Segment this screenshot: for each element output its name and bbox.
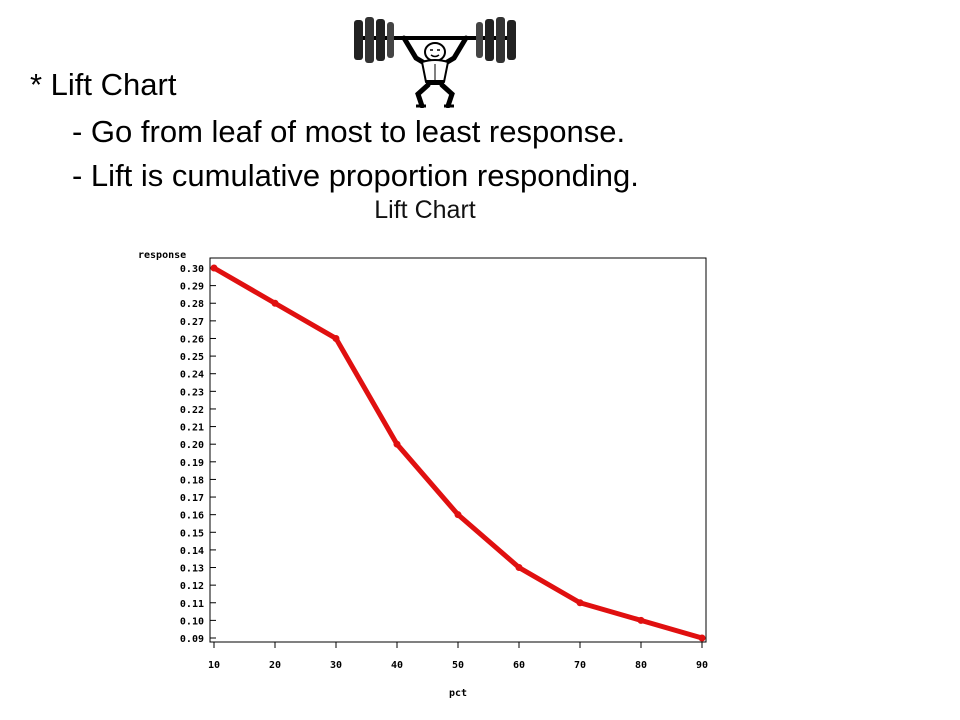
- x-tick-label: 20: [269, 660, 281, 671]
- data-point: [637, 616, 645, 624]
- bullet-point-lift-definition: - Lift is cumulative proportion respondi…: [72, 158, 639, 193]
- y-tick-label: 0.11: [180, 599, 204, 610]
- data-point: [210, 264, 218, 272]
- y-tick-label: 0.20: [180, 440, 204, 451]
- y-tick-label: 0.14: [180, 546, 204, 557]
- x-tick-label: 80: [635, 660, 647, 671]
- x-tick-label: 30: [330, 660, 342, 671]
- y-tick-label: 0.13: [180, 564, 204, 575]
- y-tick-label: 0.15: [180, 528, 204, 539]
- x-tick-label: 70: [574, 660, 586, 671]
- y-tick-label: 0.17: [180, 493, 204, 504]
- y-tick-label: 0.27: [180, 317, 204, 328]
- x-tick-label: 90: [696, 660, 708, 671]
- bullet-point-leaf-order: - Go from leaf of most to least response…: [72, 114, 626, 149]
- series-line: [211, 265, 705, 641]
- y-tick-label: 0.09: [180, 634, 204, 645]
- y-tick-label: 0.19: [180, 458, 204, 469]
- y-tick-label: 0.23: [180, 387, 204, 398]
- y-tick-label: 0.18: [180, 475, 204, 486]
- x-tick-label: 10: [208, 660, 220, 671]
- y-tick-label: 0.21: [180, 423, 204, 434]
- bullet-heading: * Lift Chart: [30, 67, 177, 102]
- y-tick-label: 0.29: [180, 282, 204, 293]
- y-tick-label: 0.25: [180, 352, 204, 363]
- chart-title: Lift Chart: [374, 196, 476, 224]
- y-tick-label: 0.12: [180, 581, 204, 592]
- x-tick-label: 60: [513, 660, 525, 671]
- y-tick-label: 0.16: [180, 511, 204, 522]
- data-point: [576, 599, 584, 607]
- y-tick-label: 0.22: [180, 405, 204, 416]
- data-point: [454, 511, 462, 519]
- x-tick-label: 40: [391, 660, 403, 671]
- weightlifter-icon: [354, 17, 516, 108]
- y-tick-label: 0.28: [180, 299, 204, 310]
- data-point: [393, 440, 401, 448]
- data-point: [332, 334, 340, 342]
- y-tick-label: 0.30: [180, 264, 204, 275]
- y-tick-label: 0.24: [180, 370, 204, 381]
- x-axis-label: pct: [449, 688, 467, 699]
- chart-marks: 0.30 0.29 0.28 0.27 0.26 0.25 0.24 0.23 0.22 0.21…: [180, 264, 708, 671]
- data-point: [271, 299, 279, 307]
- x-tick-label: 50: [452, 660, 464, 671]
- y-tick-label: 0.10: [180, 616, 204, 627]
- data-point: [515, 564, 523, 572]
- y-tick-label: 0.26: [180, 334, 204, 345]
- y-axis-label: response: [138, 250, 186, 261]
- plot-frame: [209, 257, 707, 643]
- data-point: [698, 634, 706, 642]
